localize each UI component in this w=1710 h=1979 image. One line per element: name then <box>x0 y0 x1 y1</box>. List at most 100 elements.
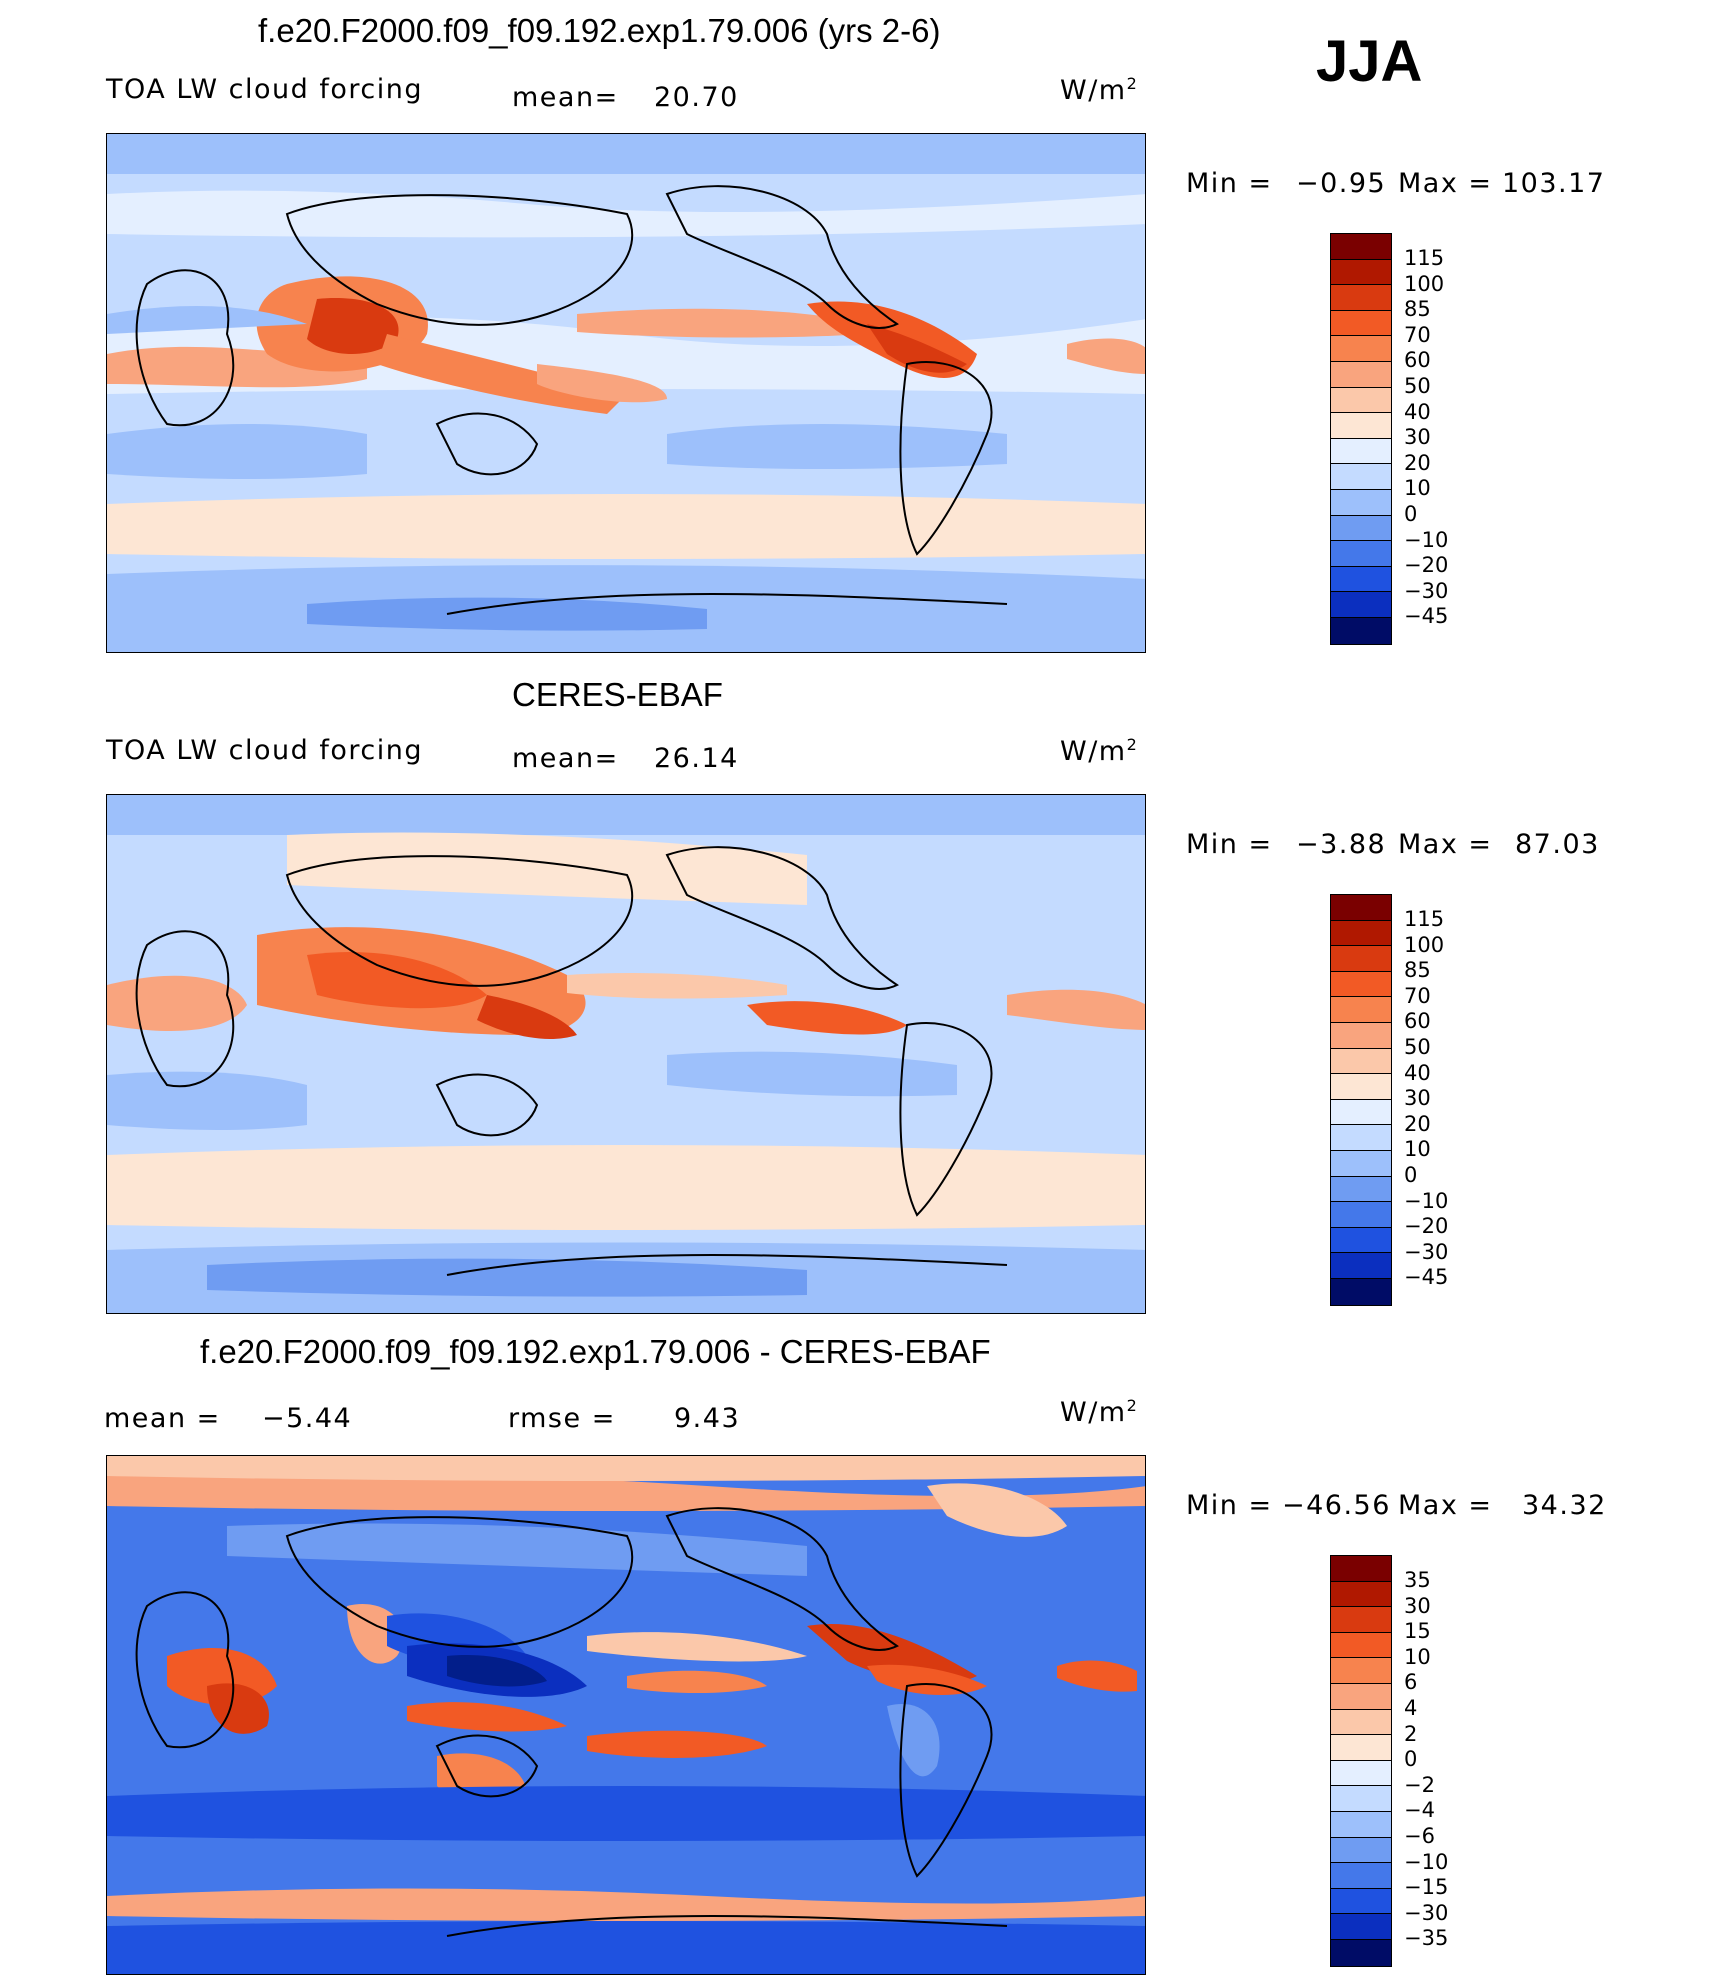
colorbar-tick-label: 30 <box>1404 1086 1431 1111</box>
panel-3-map-svg <box>107 1456 1145 1974</box>
colorbar-swatch <box>1331 1632 1391 1659</box>
colorbar-tick-label: 50 <box>1404 1034 1431 1059</box>
colorbar-swatch <box>1331 489 1391 516</box>
colorbar-swatch <box>1331 1760 1391 1787</box>
colorbar-swatch <box>1331 1786 1391 1812</box>
colorbar-tick-label: 40 <box>1404 399 1431 424</box>
colorbar-swatch <box>1331 1253 1391 1279</box>
colorbar-swatch <box>1331 1837 1391 1864</box>
colorbar-tick-label: 30 <box>1404 425 1431 450</box>
colorbar-tick-label: 2 <box>1404 1721 1418 1746</box>
colorbar-swatch <box>1331 946 1391 972</box>
colorbar-swatch <box>1331 971 1391 998</box>
colorbar-tick-label: 15 <box>1404 1619 1431 1644</box>
colorbar-swatch <box>1331 285 1391 311</box>
colorbar-tick-label: 100 <box>1404 932 1445 957</box>
colorbar-tick-label: −6 <box>1404 1823 1435 1848</box>
panel-2-unit-base: W/m <box>1060 736 1127 767</box>
colorbar-tick-label: −30 <box>1404 1900 1449 1925</box>
colorbar-tick-label: 0 <box>1404 1162 1418 1187</box>
colorbar-tick-label: 10 <box>1404 1137 1431 1162</box>
panel-1-colorbar <box>1330 233 1392 645</box>
panel-2-min-label: Min = <box>1186 829 1273 860</box>
panel-1-unit-sup: 2 <box>1126 74 1139 93</box>
colorbar-swatch <box>1331 1607 1391 1633</box>
colorbar-swatch <box>1331 541 1391 567</box>
panel-3-unit-base: W/m <box>1060 1397 1127 1428</box>
colorbar-tick-label: 6 <box>1404 1670 1418 1695</box>
season-label: JJA <box>1316 29 1423 94</box>
colorbar-tick-label: 20 <box>1404 1111 1431 1136</box>
colorbar-swatch <box>1331 1556 1391 1582</box>
colorbar-tick-label: −45 <box>1404 604 1449 629</box>
panel-2-colorbar <box>1330 894 1392 1306</box>
panel-1-max-label: Max = <box>1398 168 1493 199</box>
panel-3-rmse-value: 9.43 <box>674 1403 741 1434</box>
panel-3-colorbar <box>1330 1555 1392 1967</box>
panel-1-max-value: 103.17 <box>1502 168 1606 199</box>
colorbar-tick-label: −10 <box>1404 527 1449 552</box>
panel-2-colorbar-labels: 115 100 85 70 60 50 40 30 20 10 0 −10 −2… <box>1404 907 1448 1291</box>
colorbar-tick-label: −10 <box>1404 1849 1449 1874</box>
colorbar-swatch <box>1331 336 1391 362</box>
colorbar-tick-label: 30 <box>1404 1593 1431 1618</box>
panel-1-unit: W/m2 <box>1060 74 1138 106</box>
panel-3-mean-value: −5.44 <box>262 1403 353 1434</box>
colorbar-swatch <box>1331 1074 1391 1100</box>
colorbar-swatch <box>1331 1278 1391 1305</box>
panel-3-colorbar-labels: 35 30 15 10 6 4 2 0 −2 −4 −6 −10 −15 −30… <box>1404 1568 1448 1952</box>
colorbar-tick-label: −30 <box>1404 1239 1449 1264</box>
colorbar-swatch <box>1331 920 1391 947</box>
colorbar-swatch <box>1331 310 1391 337</box>
colorbar-swatch <box>1331 1125 1391 1151</box>
colorbar-tick-label: 4 <box>1404 1695 1418 1720</box>
colorbar-tick-label: 0 <box>1404 1747 1418 1772</box>
colorbar-tick-label: 85 <box>1404 297 1431 322</box>
colorbar-swatch <box>1331 1914 1391 1940</box>
panel-3-max-label: Max = <box>1398 1490 1493 1521</box>
panel-2-map-svg <box>107 795 1145 1313</box>
colorbar-tick-label: 70 <box>1404 322 1431 347</box>
panel-1-mean-value: 20.70 <box>654 82 739 113</box>
colorbar-swatch <box>1331 1939 1391 1966</box>
colorbar-tick-label: 60 <box>1404 348 1431 373</box>
colorbar-tick-label: 115 <box>1404 907 1445 931</box>
colorbar-swatch <box>1331 361 1391 388</box>
colorbar-swatch <box>1331 1811 1391 1838</box>
colorbar-swatch <box>1331 1735 1391 1761</box>
panel-2-map <box>106 794 1146 1314</box>
panel-1-variable-label: TOA LW cloud forcing <box>106 74 423 105</box>
panel-3-unit-sup: 2 <box>1126 1396 1139 1415</box>
panel-3-min-value: −46.56 <box>1282 1490 1391 1521</box>
colorbar-tick-label: 10 <box>1404 1644 1431 1669</box>
colorbar-tick-label: 35 <box>1404 1568 1431 1592</box>
colorbar-tick-label: −4 <box>1404 1798 1435 1823</box>
colorbar-swatch <box>1331 1658 1391 1684</box>
colorbar-swatch <box>1331 515 1391 542</box>
panel-2-unit: W/m2 <box>1060 735 1138 767</box>
colorbar-swatch <box>1331 438 1391 465</box>
colorbar-swatch <box>1331 1227 1391 1254</box>
panel-1-map-svg <box>107 134 1145 652</box>
colorbar-swatch <box>1331 1863 1391 1889</box>
panel-2-variable-label: TOA LW cloud forcing <box>106 735 423 766</box>
colorbar-swatch <box>1331 1022 1391 1049</box>
colorbar-tick-label: 115 <box>1404 246 1445 270</box>
colorbar-tick-label: 0 <box>1404 501 1418 526</box>
colorbar-swatch <box>1331 1048 1391 1075</box>
colorbar-swatch <box>1331 234 1391 260</box>
colorbar-tick-label: −20 <box>1404 1214 1449 1239</box>
colorbar-tick-label: 60 <box>1404 1009 1431 1034</box>
colorbar-tick-label: 70 <box>1404 983 1431 1008</box>
panel-3-title: f.e20.F2000.f09_f09.192.exp1.79.006 - CE… <box>200 1333 991 1370</box>
panel-3-mean-label: mean = <box>104 1403 221 1434</box>
panel-2-mean-value: 26.14 <box>654 743 739 774</box>
colorbar-tick-label: −10 <box>1404 1188 1449 1213</box>
colorbar-tick-label: −45 <box>1404 1265 1449 1290</box>
panel-1-min-label: Min = <box>1186 168 1273 199</box>
colorbar-swatch <box>1331 592 1391 618</box>
colorbar-swatch <box>1331 1150 1391 1177</box>
panel-2-min-value: −3.88 <box>1296 829 1387 860</box>
colorbar-swatch <box>1331 1099 1391 1126</box>
colorbar-swatch <box>1331 259 1391 286</box>
